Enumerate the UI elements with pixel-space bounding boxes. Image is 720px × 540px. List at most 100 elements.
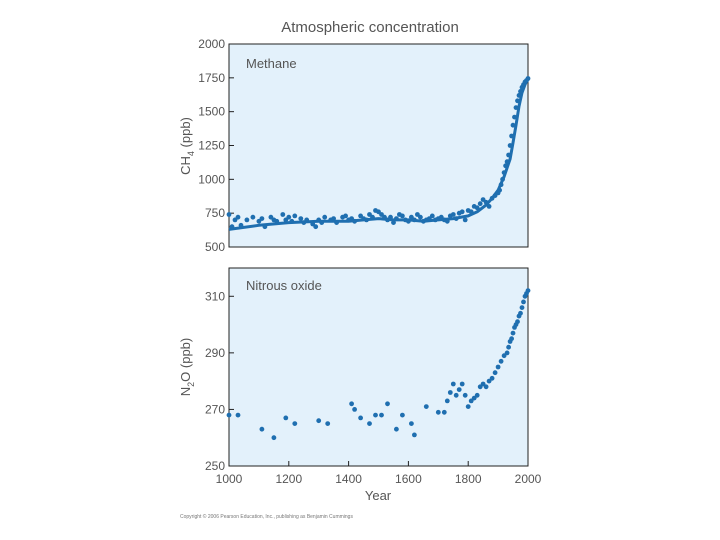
nitrous-oxide-data-point (325, 421, 331, 426)
nitrous-oxide-data-point (504, 350, 510, 356)
methane-data-point (504, 159, 510, 165)
methane-data-point (292, 213, 298, 219)
methane-data-point (516, 93, 522, 98)
methane-data-point (506, 152, 511, 158)
xtick-label: 2000 (515, 472, 542, 486)
nitrous-oxide-data-point (349, 401, 354, 407)
nitrous-oxide-panel: Nitrous oxide N2O (ppb) 250 270 290 310 1000… (178, 267, 542, 503)
nitrous-oxide-series (226, 288, 531, 441)
methane-data-point (462, 217, 468, 223)
methane-data-point (391, 220, 396, 226)
methane-data-point (501, 170, 507, 176)
methane-data-point (262, 224, 268, 230)
copyright-notice: Copyright © 2006 Pearson Education, Inc.… (180, 513, 353, 520)
methane-data-point (235, 214, 241, 220)
methane-data-point (274, 218, 280, 224)
nitrous-oxide-data-point (235, 412, 241, 418)
nitrous-oxide-data-point (506, 344, 511, 350)
methane-panel-label: Methane (246, 56, 297, 71)
methane-data-point (450, 212, 456, 217)
nitrous-oxide-y-axis-label: N2O (ppb) (178, 338, 196, 396)
methane-ytick-label: 1000 (198, 172, 225, 186)
methane-data-point (500, 176, 505, 182)
nitrous-oxide-data-point (498, 358, 504, 364)
nitrous-oxide-ytick-label: 310 (205, 289, 225, 303)
figure-title: Atmospheric concentration (281, 19, 459, 36)
xtick-label: 1000 (216, 472, 243, 486)
nitrous-oxide-data-point (519, 305, 525, 310)
nitrous-oxide-data-point (465, 404, 471, 409)
methane-data-point (406, 218, 411, 224)
methane-data-point (503, 163, 508, 169)
xtick-label: 1400 (335, 472, 362, 486)
nitrous-oxide-plot-area (228, 267, 529, 467)
methane-data-point (250, 214, 256, 220)
nitrous-oxide-data-point (459, 381, 465, 387)
methane-y-ticks: 500 750 1000 1250 1500 1750 2000 (198, 37, 234, 254)
methane-ytick-label: 500 (205, 240, 225, 254)
nitrous-oxide-data-point (515, 319, 520, 325)
methane-data-point (238, 222, 244, 228)
nitrous-oxide-data-point (489, 375, 495, 381)
methane-data-point (498, 182, 504, 188)
methane-data-point (483, 199, 489, 205)
methane-data-point (474, 205, 480, 211)
xtick-label: 1600 (395, 472, 422, 486)
methane-data-point (280, 212, 286, 217)
nitrous-oxide-data-point (501, 353, 507, 359)
nitrous-oxide-data-point (394, 426, 399, 432)
methane-data-point (515, 98, 520, 104)
methane-data-point (334, 220, 339, 226)
nitrous-oxide-data-point (474, 392, 480, 398)
methane-data-point (453, 216, 459, 222)
nitrous-oxide-data-point (492, 370, 498, 376)
nitrous-oxide-data-point (435, 409, 441, 415)
methane-data-point (322, 214, 328, 220)
nitrous-oxide-data-point (483, 384, 489, 390)
methane-data-point (304, 217, 310, 223)
nitrous-oxide-data-point (486, 378, 492, 384)
methane-data-point (507, 143, 513, 148)
nitrous-oxide-data-point (495, 364, 501, 370)
nitrous-oxide-ticks: 250 270 290 310 1000 1200 1400 1600 1800 2000 (205, 289, 542, 486)
nitrous-oxide-data-point (441, 409, 447, 415)
nitrous-oxide-ytick-label: 270 (205, 402, 225, 416)
nitrous-oxide-data-point (456, 387, 462, 392)
methane-data-point (298, 216, 304, 222)
methane-data-point (319, 220, 325, 226)
methane-data-point (429, 213, 435, 219)
methane-panel: Methane CH4 (ppb) 500 750 1000 1250 1500 1750… (178, 37, 531, 254)
nitrous-oxide-data-point (292, 421, 298, 426)
methane-data-point (518, 89, 523, 94)
nitrous-oxide-data-point (444, 398, 450, 404)
methane-ytick-label: 750 (205, 206, 225, 220)
methane-data-point (259, 216, 265, 222)
methane-data-point (459, 209, 465, 215)
methane-ytick-label: 1250 (198, 139, 225, 153)
methane-data-point (370, 214, 375, 220)
nitrous-oxide-data-point (385, 401, 390, 407)
nitrous-oxide-ytick-label: 290 (205, 346, 225, 360)
nitrous-oxide-data-point (283, 415, 289, 421)
nitrous-oxide-data-point (367, 421, 372, 426)
nitrous-oxide-data-point (521, 299, 526, 305)
methane-data-point (331, 216, 336, 222)
x-axis-label: Year (365, 488, 392, 503)
methane-data-point (468, 209, 474, 215)
methane-data-point (525, 76, 531, 81)
nitrous-oxide-data-point (379, 412, 384, 418)
nitrous-oxide-panel-label: Nitrous oxide (246, 278, 322, 293)
methane-data-point (509, 133, 514, 139)
nitrous-oxide-data-point (468, 398, 474, 404)
nitrous-oxide-data-point (518, 310, 523, 316)
methane-data-point (394, 216, 399, 222)
methane-data-point (313, 224, 319, 230)
methane-data-point (486, 204, 492, 209)
nitrous-oxide-data-point (409, 421, 414, 426)
methane-data-point (510, 122, 516, 128)
nitrous-oxide-data-point (510, 330, 516, 336)
nitrous-oxide-data-point (316, 418, 322, 424)
xtick-label: 1200 (275, 472, 302, 486)
methane-data-point (364, 217, 369, 223)
nitrous-oxide-data-point (450, 381, 456, 387)
